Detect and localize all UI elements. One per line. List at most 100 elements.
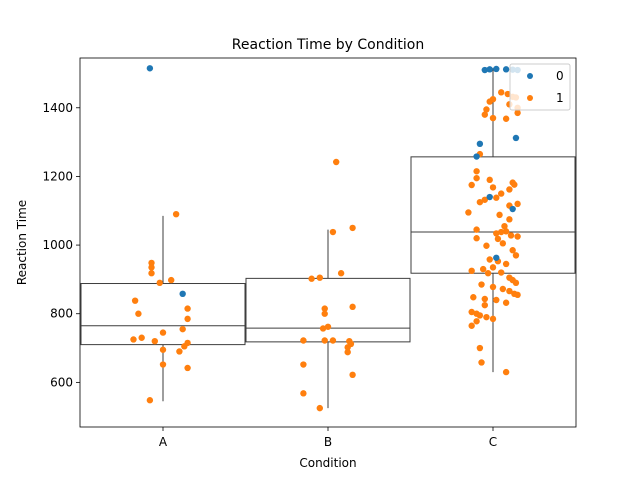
data-point-1 xyxy=(159,361,167,368)
data-point-1 xyxy=(489,184,497,191)
data-point-1 xyxy=(479,265,487,273)
data-point-0 xyxy=(493,254,500,261)
data-point-1 xyxy=(476,312,484,319)
data-point-0 xyxy=(493,65,500,73)
data-point-1 xyxy=(465,209,472,216)
data-point-1 xyxy=(514,233,521,240)
data-point-1 xyxy=(514,109,521,117)
y-tick-label: 800 xyxy=(50,307,73,321)
data-point-1 xyxy=(481,301,488,309)
data-point-1 xyxy=(321,305,328,312)
data-point-1 xyxy=(344,348,351,356)
data-point-1 xyxy=(135,310,142,317)
data-point-1 xyxy=(131,297,139,304)
data-point-1 xyxy=(481,295,488,303)
data-point-1 xyxy=(344,344,351,351)
data-point-1 xyxy=(473,235,480,242)
legend-label-0: 0 xyxy=(556,69,564,83)
x-tick-label: A xyxy=(159,435,168,449)
data-point-0 xyxy=(509,205,516,213)
data-point-1 xyxy=(300,361,307,368)
data-point-1 xyxy=(148,264,155,271)
data-point-1 xyxy=(468,308,475,316)
data-point-1 xyxy=(502,368,510,376)
data-point-1 xyxy=(489,114,497,122)
x-axis: A B C xyxy=(159,427,497,449)
data-point-1 xyxy=(502,228,510,235)
legend-label-1: 1 xyxy=(556,91,564,105)
data-point-1 xyxy=(512,252,520,259)
data-point-0 xyxy=(476,140,484,148)
y-tick-label: 1400 xyxy=(42,101,73,115)
y-axis-label: Reaction Time xyxy=(15,200,29,285)
data-point-1 xyxy=(156,279,163,287)
data-point-1 xyxy=(498,269,505,276)
data-point-1 xyxy=(184,364,191,372)
box-A xyxy=(80,215,246,402)
data-point-1 xyxy=(486,256,493,263)
data-point-1 xyxy=(493,230,500,237)
y-axis: 600 800 1000 1200 1400 xyxy=(42,101,80,389)
data-point-1 xyxy=(476,198,484,206)
data-point-0 xyxy=(146,65,154,72)
data-point-1 xyxy=(130,336,137,343)
data-point-1 xyxy=(148,259,155,267)
data-point-1 xyxy=(321,310,328,317)
data-point-1 xyxy=(151,337,158,345)
data-point-0 xyxy=(502,66,510,73)
data-point-1 xyxy=(502,115,510,122)
data-point-1 xyxy=(473,168,480,175)
legend-marker-1 xyxy=(527,95,533,101)
x-tick-label: C xyxy=(489,435,497,449)
data-point-1 xyxy=(184,315,191,323)
data-point-1 xyxy=(329,228,337,236)
data-point-1 xyxy=(179,325,186,333)
data-point-1 xyxy=(493,194,500,201)
data-point-1 xyxy=(329,337,337,344)
data-point-0 xyxy=(486,193,493,201)
data-point-1 xyxy=(481,111,488,118)
box-iqr xyxy=(245,277,411,343)
data-point-1 xyxy=(159,329,167,336)
data-point-1 xyxy=(478,281,485,288)
data-point-1 xyxy=(514,200,521,208)
data-point-1 xyxy=(496,211,503,219)
data-point-1 xyxy=(481,196,488,203)
data-point-1 xyxy=(493,296,500,304)
data-point-1 xyxy=(498,190,505,197)
data-point-1 xyxy=(483,106,490,113)
data-point-0 xyxy=(473,153,480,160)
data-point-0 xyxy=(486,66,493,73)
data-point-1 xyxy=(502,299,510,306)
data-point-1 xyxy=(316,274,323,281)
data-point-1 xyxy=(483,242,490,249)
data-point-1 xyxy=(512,279,520,287)
data-point-0 xyxy=(179,290,186,298)
x-axis-label: Condition xyxy=(299,456,356,470)
legend: 0 1 xyxy=(509,63,571,111)
data-point-1 xyxy=(468,181,475,189)
data-point-1 xyxy=(483,313,490,321)
data-point-1 xyxy=(159,346,167,353)
data-point-1 xyxy=(349,371,356,379)
data-point-1 xyxy=(333,158,340,166)
x-tick-label: B xyxy=(324,435,332,449)
data-point-1 xyxy=(324,323,332,330)
data-point-1 xyxy=(148,270,155,277)
chart-title: Reaction Time by Condition xyxy=(232,37,424,53)
data-point-1 xyxy=(181,343,188,350)
data-point-1 xyxy=(486,176,493,184)
data-point-1 xyxy=(300,337,307,344)
data-point-1 xyxy=(502,260,510,268)
plot-area xyxy=(80,65,576,412)
y-tick-label: 1000 xyxy=(42,238,73,252)
data-point-1 xyxy=(509,247,516,254)
data-point-1 xyxy=(486,98,493,105)
data-point-1 xyxy=(473,318,480,325)
data-point-1 xyxy=(506,287,513,295)
data-point-0 xyxy=(481,66,488,74)
data-point-1 xyxy=(484,270,492,277)
data-point-1 xyxy=(507,232,515,239)
data-point-1 xyxy=(514,291,521,299)
data-point-1 xyxy=(498,89,505,96)
